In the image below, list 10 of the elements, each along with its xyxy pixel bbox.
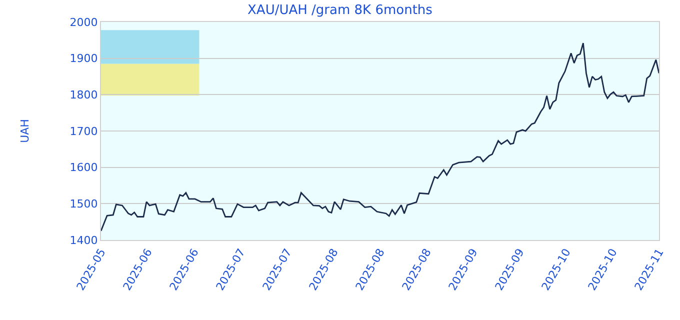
y-tick-label: 1500 bbox=[70, 198, 98, 211]
line-series bbox=[101, 42, 659, 232]
y-tick-label: 2000 bbox=[70, 16, 98, 29]
y-axis-title: UAH bbox=[18, 119, 32, 143]
y-tick-label: 1900 bbox=[70, 52, 98, 66]
chart-title: XAU/UAH /gram 8K 6months bbox=[248, 2, 433, 18]
y-tick-label: 1400 bbox=[70, 234, 98, 247]
y-tick-label: 1800 bbox=[70, 88, 98, 102]
y-tick-label: 1700 bbox=[70, 124, 98, 138]
y-tick-label: 1600 bbox=[70, 161, 98, 174]
